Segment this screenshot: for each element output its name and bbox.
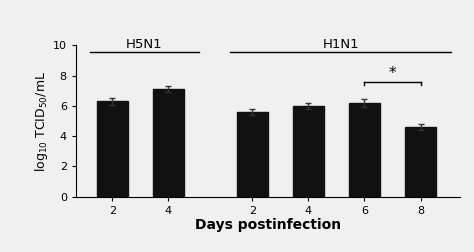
Text: H5N1: H5N1 — [126, 38, 163, 51]
Bar — [237, 112, 268, 197]
Bar — [349, 103, 380, 197]
Text: H1N1: H1N1 — [322, 38, 359, 51]
Bar — [405, 127, 436, 197]
Y-axis label: log$_{10}$ TCID$_{50}$/mL: log$_{10}$ TCID$_{50}$/mL — [33, 70, 50, 172]
X-axis label: Days postinfection: Days postinfection — [195, 218, 341, 232]
Text: *: * — [389, 66, 396, 81]
Bar — [153, 89, 184, 197]
Bar — [293, 106, 324, 197]
Bar — [97, 101, 128, 197]
